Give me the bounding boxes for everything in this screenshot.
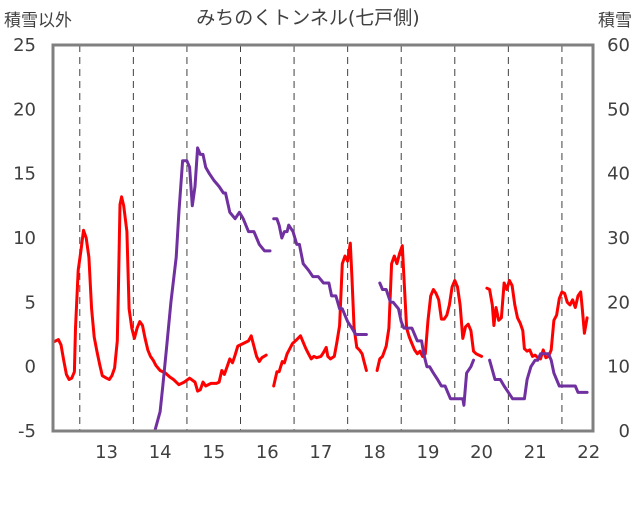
left-axis-title: 積雪以外 [4,11,72,31]
right-axis-ticks: 0 10 20 30 40 50 60 [607,35,630,442]
right-tick-label: 40 [607,164,630,185]
x-tick-label: 18 [363,442,386,463]
left-tick-label: 10 [13,228,36,249]
left-tick-label: 15 [13,164,36,185]
other-line-segment-1 [51,195,268,393]
x-tick-label: 13 [95,442,118,463]
snow-depth-line-segment-2 [272,217,368,336]
left-tick-label: 5 [25,292,36,313]
left-tick-label: 20 [13,99,36,120]
x-tick-label: 17 [309,442,332,463]
snow-depth-line-segment-3 [378,281,475,407]
x-tick-label: 20 [470,442,493,463]
left-tick-label: 25 [13,35,36,56]
plot-frame [51,43,595,433]
x-tick-label: 15 [202,442,225,463]
right-axis-title: 積雪 [598,11,632,31]
right-tick-label: 0 [619,421,630,442]
x-tick-label: 14 [149,442,172,463]
x-tick-label: 21 [524,442,547,463]
gridlines [79,45,563,431]
other-line-segment-2 [272,241,368,388]
series-lines [51,146,589,433]
x-tick-label: 22 [577,442,600,463]
snow-depth-line-segment-1 [51,146,272,433]
left-tick-label: 0 [25,357,36,378]
left-axis-ticks: -5 0 5 10 15 20 25 [13,35,36,442]
right-tick-label: 50 [607,99,630,120]
other-line-segment-4 [485,279,589,361]
right-tick-label: 10 [607,357,630,378]
right-tick-label: 20 [607,292,630,313]
x-tick-label: 19 [417,442,440,463]
left-tick-label: -5 [18,421,36,442]
chart-title: みちのくトンネル(七戸側) [196,7,419,29]
other-line-segment-3 [375,244,484,372]
right-tick-label: 30 [607,228,630,249]
snow-depth-line-segment-4 [488,352,589,401]
x-tick-label: 16 [256,442,279,463]
x-axis-ticks: 13 14 15 16 17 18 19 20 21 22 [95,442,600,463]
right-tick-label: 60 [607,35,630,56]
